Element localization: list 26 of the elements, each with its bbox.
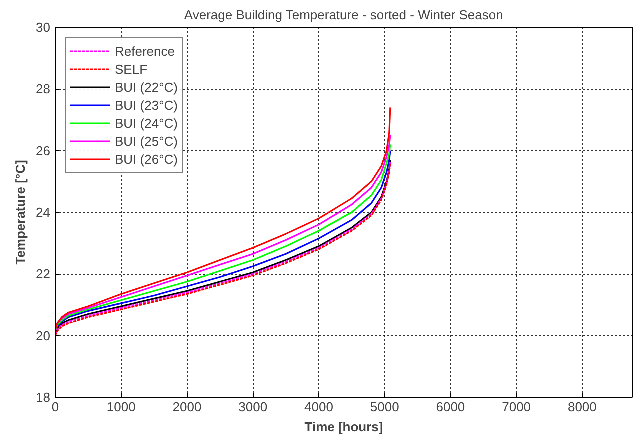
y-tick-label: 20 (36, 328, 51, 344)
legend-label: BUI (22°C) (115, 78, 178, 96)
legend-label: Reference (115, 42, 175, 60)
y-tick-label: 30 (36, 20, 51, 35)
y-tick-label: 28 (36, 82, 51, 97)
x-tick-label: 5000 (370, 400, 400, 414)
y-tick-label: 24 (36, 205, 51, 220)
x-tick-label: 4000 (304, 400, 334, 414)
legend-label: BUI (24°C) (115, 114, 178, 132)
x-tick-label: 7000 (502, 400, 532, 414)
x-tick-label: 1000 (106, 400, 136, 414)
x-tick-label: 0 (52, 400, 60, 414)
y-tick-label: 26 (36, 143, 51, 158)
x-axis-title: Time [hours] (304, 420, 384, 434)
chart-title: Average Building Temperature - sorted - Winter Season (184, 8, 504, 22)
y-axis-title: Temperature [°C] (13, 160, 28, 265)
y-tick-label: 18 (36, 390, 51, 405)
x-tick-label: 6000 (436, 400, 466, 414)
legend-label: BUI (26°C) (115, 150, 178, 168)
legend-label: BUI (23°C) (115, 96, 178, 114)
legend-label: SELF (115, 60, 148, 78)
x-tick-label: 8000 (568, 400, 597, 414)
legend-label: BUI (25°C) (115, 132, 178, 150)
x-tick-label: 2000 (172, 400, 202, 414)
x-tick-label: 3000 (238, 400, 268, 414)
y-tick-label: 22 (36, 266, 51, 282)
